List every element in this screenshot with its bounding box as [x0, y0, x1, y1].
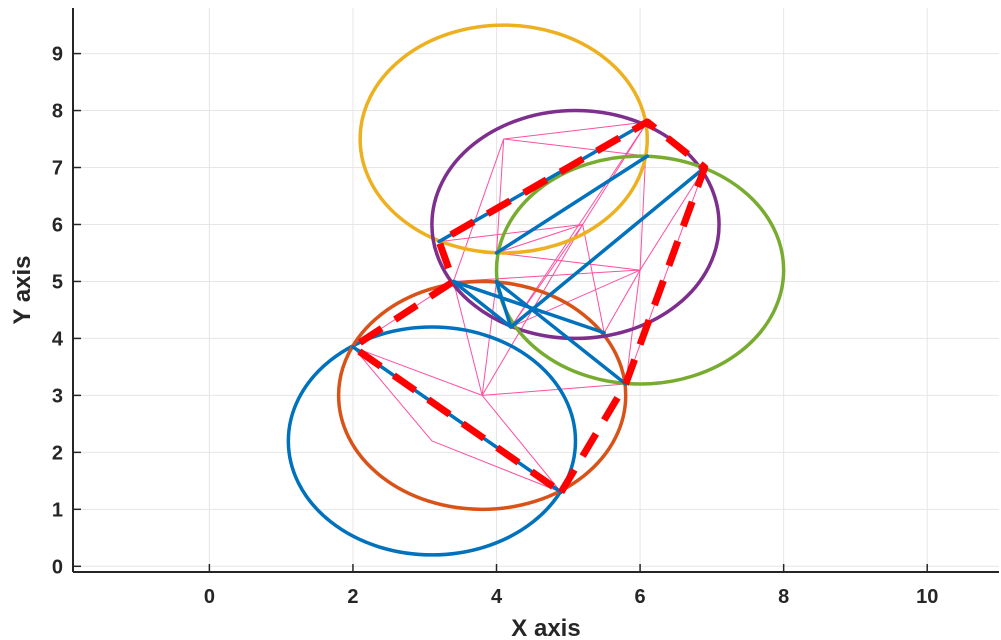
mesh-edge: [496, 252, 641, 271]
y-tick-label: 1: [52, 499, 63, 521]
route-line: [349, 118, 709, 496]
mesh-edge: [625, 269, 641, 385]
circle: [336, 279, 628, 512]
circle: [430, 108, 721, 341]
mesh-edge: [481, 395, 562, 493]
y-tick-label: 0: [52, 556, 63, 578]
y-tick-label: 7: [52, 158, 63, 180]
route: [349, 118, 709, 496]
mesh-edge: [582, 224, 605, 333]
circle: [286, 325, 578, 557]
path-edges: [351, 120, 707, 494]
path-edge: [351, 345, 563, 494]
x-tick-label: 8: [778, 586, 789, 608]
mesh-edge: [431, 440, 562, 493]
circle: [494, 154, 786, 386]
y-tick-label: 2: [52, 442, 63, 464]
x-tick-label: 10: [916, 586, 938, 608]
y-tick-label: 9: [52, 44, 63, 66]
mesh-edge: [503, 138, 648, 157]
path-edge: [494, 279, 628, 386]
mesh-edge: [439, 223, 583, 243]
y-tick-label: 5: [52, 271, 63, 293]
y-axis-label: Y axis: [9, 256, 36, 325]
path-edge: [509, 165, 707, 329]
mesh-edge: [639, 167, 706, 271]
mesh-edge: [481, 281, 498, 396]
y-tick-label: 8: [52, 101, 63, 123]
mesh-edge: [603, 269, 641, 333]
x-tick-label: 0: [204, 586, 215, 608]
circle: [358, 23, 650, 255]
y-tick-label: 6: [52, 214, 63, 236]
y-tick-label: 3: [52, 385, 63, 407]
plot-area: [286, 23, 786, 557]
mesh-edge: [503, 121, 648, 140]
mesh-edge: [453, 269, 641, 282]
path-edge: [451, 279, 513, 329]
mesh-edge: [452, 281, 483, 396]
mesh-edge: [452, 138, 505, 282]
x-tick-label: 2: [347, 586, 358, 608]
mesh-edge: [482, 383, 626, 396]
mesh-edge: [352, 346, 433, 442]
mesh-edge: [352, 346, 483, 396]
x-axis-label: X axis: [511, 615, 580, 640]
tick-labels: 0 2 4 6 8 10 0 1 2 3 4 5 6 7 8 9: [52, 44, 938, 608]
x-tick-label: 6: [635, 586, 646, 608]
x-tick-label: 4: [491, 586, 503, 608]
mesh-edge: [496, 138, 505, 254]
axes: [72, 8, 999, 573]
path-edge: [494, 279, 513, 329]
grid: [73, 8, 999, 572]
path-edge: [494, 154, 650, 255]
mesh-edge: [496, 224, 583, 254]
y-tick-label: 4: [52, 328, 64, 350]
mesh-edge: [510, 269, 641, 328]
circles: [286, 23, 786, 557]
